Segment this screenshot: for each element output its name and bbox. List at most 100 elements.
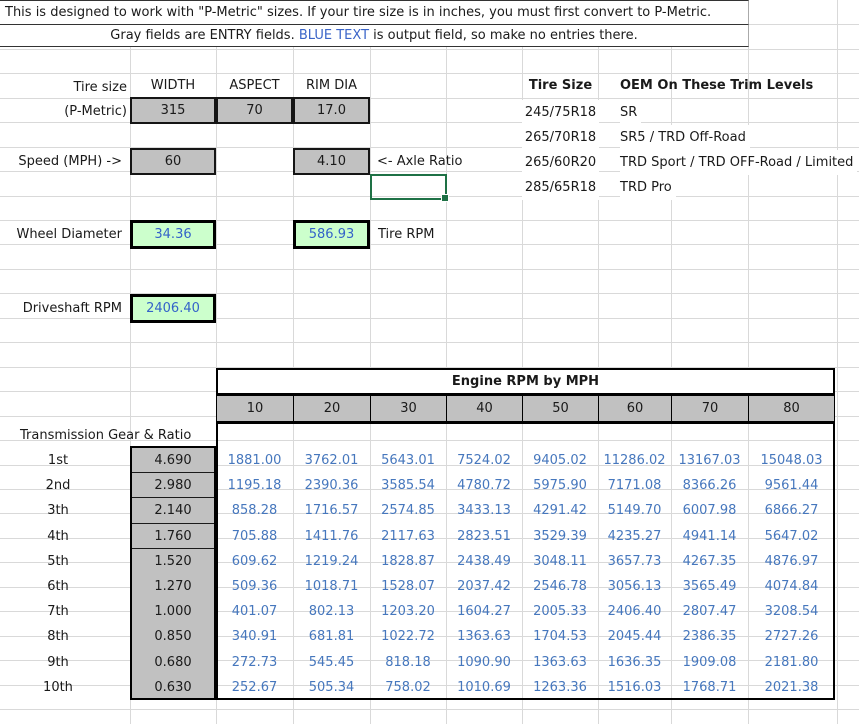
rpm-value-cell[interactable]: 802.13 (308, 604, 355, 620)
rpm-value-cell[interactable]: 2574.85 (381, 503, 435, 519)
axle-ratio-entry-cell[interactable]: 4.10 (293, 148, 370, 175)
rpm-value-cell[interactable]: 1716.57 (304, 503, 359, 519)
rpm-value-cell[interactable]: 6866.27 (764, 503, 819, 519)
gear-ratio-entry-cell[interactable]: 1.760 (132, 524, 214, 549)
rpm-value-cell[interactable]: 1363.63 (457, 629, 511, 645)
rpm-value-cell[interactable]: 4780.72 (457, 478, 511, 494)
gear-ratio-entry-cell[interactable]: 0.680 (154, 654, 192, 670)
rpm-value-cell[interactable]: 13167.03 (678, 453, 741, 468)
rpm-value-cell[interactable]: 3056.13 (607, 579, 662, 594)
rpm-value-cell[interactable]: 1828.87 (381, 553, 435, 569)
rpm-value-cell[interactable]: 1018.71 (304, 579, 359, 594)
rpm-value-cell[interactable]: 5643.01 (381, 453, 435, 468)
rpm-value-cell[interactable]: 4291.42 (533, 503, 587, 519)
oem-trims-cell[interactable]: SR (620, 100, 642, 125)
rpm-value-cell[interactable]: 1528.07 (381, 579, 435, 594)
rpm-value-cell[interactable]: 15048.03 (760, 453, 823, 468)
rpm-value-cell[interactable]: 758.02 (385, 679, 431, 695)
rpm-value-cell[interactable]: 609.62 (231, 553, 278, 569)
oem-tire-size-cell[interactable]: 265/70R18 (522, 125, 599, 150)
tire-rpm-output-cell[interactable]: 586.93 (293, 220, 370, 249)
rpm-value-cell[interactable]: 1363.63 (533, 654, 587, 670)
rpm-value-cell[interactable]: 1909.08 (682, 654, 737, 670)
rpm-value-cell[interactable]: 6007.98 (682, 503, 737, 519)
oem-tire-size-cell[interactable]: 245/75R18 (522, 100, 599, 125)
rpm-value-cell[interactable]: 2390.36 (304, 478, 359, 494)
rpm-value-cell[interactable]: 401.07 (231, 604, 278, 620)
rpm-value-cell[interactable]: 509.36 (231, 579, 278, 594)
oem-trims-cell[interactable]: TRD Sport / TRD OFF-Road / Limited (620, 150, 858, 175)
rpm-value-cell[interactable]: 1263.36 (533, 679, 587, 695)
rpm-value-cell[interactable]: 2037.42 (457, 579, 511, 594)
rpm-value-cell[interactable]: 4267.35 (682, 553, 737, 569)
rpm-value-cell[interactable]: 7524.02 (457, 453, 511, 468)
rpm-value-cell[interactable]: 2117.63 (381, 528, 435, 544)
rpm-value-cell[interactable]: 272.73 (231, 654, 278, 670)
rpm-value-cell[interactable]: 2727.26 (764, 629, 819, 645)
rpm-value-cell[interactable]: 3565.49 (682, 579, 737, 594)
selected-cell[interactable] (370, 174, 449, 202)
rpm-value-cell[interactable]: 5149.70 (607, 503, 662, 519)
selection-fill-handle[interactable] (441, 194, 449, 202)
rpm-value-cell[interactable]: 681.81 (308, 629, 355, 645)
tire-aspect-entry-cell[interactable]: 70 (216, 97, 293, 124)
gear-ratio-entry-cell[interactable]: 2.140 (132, 498, 214, 524)
gear-ratio-entry-cell[interactable]: 0.630 (154, 679, 192, 695)
rpm-value-cell[interactable]: 1704.53 (533, 629, 587, 645)
speed-entry-cell[interactable]: 60 (130, 148, 216, 175)
rpm-value-cell[interactable]: 3433.13 (457, 503, 511, 519)
rpm-value-cell[interactable]: 5647.02 (764, 528, 819, 544)
rpm-value-cell[interactable]: 1010.69 (457, 679, 511, 695)
rpm-value-cell[interactable]: 1090.90 (457, 654, 511, 670)
rpm-value-cell[interactable]: 2823.51 (457, 528, 511, 544)
gear-ratio-entry-cell[interactable]: 1.270 (154, 579, 192, 594)
oem-trims-cell[interactable]: TRD Pro (620, 175, 676, 200)
rpm-value-cell[interactable]: 2807.47 (682, 604, 737, 620)
rpm-value-cell[interactable]: 4941.14 (682, 528, 737, 544)
driveshaft-rpm-output-cell[interactable]: 2406.40 (130, 294, 216, 323)
rpm-value-cell[interactable]: 3048.11 (533, 553, 587, 569)
rpm-value-cell[interactable]: 858.28 (231, 503, 278, 519)
rpm-value-cell[interactable]: 1516.03 (607, 679, 662, 695)
rpm-value-cell[interactable]: 705.88 (231, 528, 278, 544)
oem-trims-cell[interactable]: SR5 / TRD Off-Road (620, 125, 750, 150)
gear-ratio-entry-cell[interactable]: 1.000 (154, 604, 192, 620)
rpm-value-cell[interactable]: 2005.33 (533, 604, 587, 620)
rpm-value-cell[interactable]: 2386.35 (682, 629, 737, 645)
rpm-value-cell[interactable]: 2181.80 (764, 654, 819, 670)
rpm-value-cell[interactable]: 2438.49 (457, 553, 511, 569)
rpm-value-cell[interactable]: 252.67 (231, 679, 278, 695)
oem-tire-size-cell[interactable]: 285/65R18 (522, 175, 599, 200)
rpm-value-cell[interactable]: 4876.97 (764, 553, 819, 569)
rpm-value-cell[interactable]: 3529.39 (533, 528, 587, 544)
gear-ratio-entry-cell[interactable]: 4.690 (132, 448, 214, 474)
rpm-value-cell[interactable]: 3762.01 (304, 453, 359, 468)
rpm-value-cell[interactable]: 4074.84 (764, 579, 819, 594)
gear-ratio-entry-cell[interactable]: 0.850 (154, 629, 192, 645)
rpm-value-cell[interactable]: 1411.76 (304, 528, 359, 544)
rpm-value-cell[interactable]: 2406.40 (607, 604, 662, 620)
rpm-value-cell[interactable]: 2021.38 (764, 679, 819, 695)
rpm-value-cell[interactable]: 1604.27 (457, 604, 511, 620)
rpm-value-cell[interactable]: 9561.44 (764, 478, 819, 494)
rpm-value-cell[interactable]: 3657.73 (607, 553, 662, 569)
rpm-value-cell[interactable]: 1219.24 (304, 553, 359, 569)
rpm-value-cell[interactable]: 8366.26 (682, 478, 737, 494)
rpm-value-cell[interactable]: 1203.20 (381, 604, 435, 620)
rpm-value-cell[interactable]: 340.91 (231, 629, 278, 645)
rpm-value-cell[interactable]: 3585.54 (381, 478, 435, 494)
rpm-value-cell[interactable]: 1022.72 (381, 629, 435, 645)
rpm-value-cell[interactable]: 1881.00 (227, 453, 282, 468)
rpm-value-cell[interactable]: 3208.54 (764, 604, 819, 620)
rpm-value-cell[interactable]: 7171.08 (607, 478, 662, 494)
rpm-value-cell[interactable]: 4235.27 (607, 528, 662, 544)
gear-ratio-entry-cell[interactable]: 1.520 (154, 553, 192, 569)
rpm-value-cell[interactable]: 11286.02 (603, 453, 666, 468)
tire-width-entry-cell[interactable]: 315 (130, 97, 216, 124)
oem-tire-size-cell[interactable]: 265/60R20 (522, 150, 599, 175)
rpm-value-cell[interactable]: 545.45 (308, 654, 355, 670)
rpm-value-cell[interactable]: 818.18 (385, 654, 431, 670)
rpm-value-cell[interactable]: 5975.90 (533, 478, 587, 494)
rpm-value-cell[interactable]: 505.34 (308, 679, 355, 695)
rpm-value-cell[interactable]: 1768.71 (682, 679, 737, 695)
